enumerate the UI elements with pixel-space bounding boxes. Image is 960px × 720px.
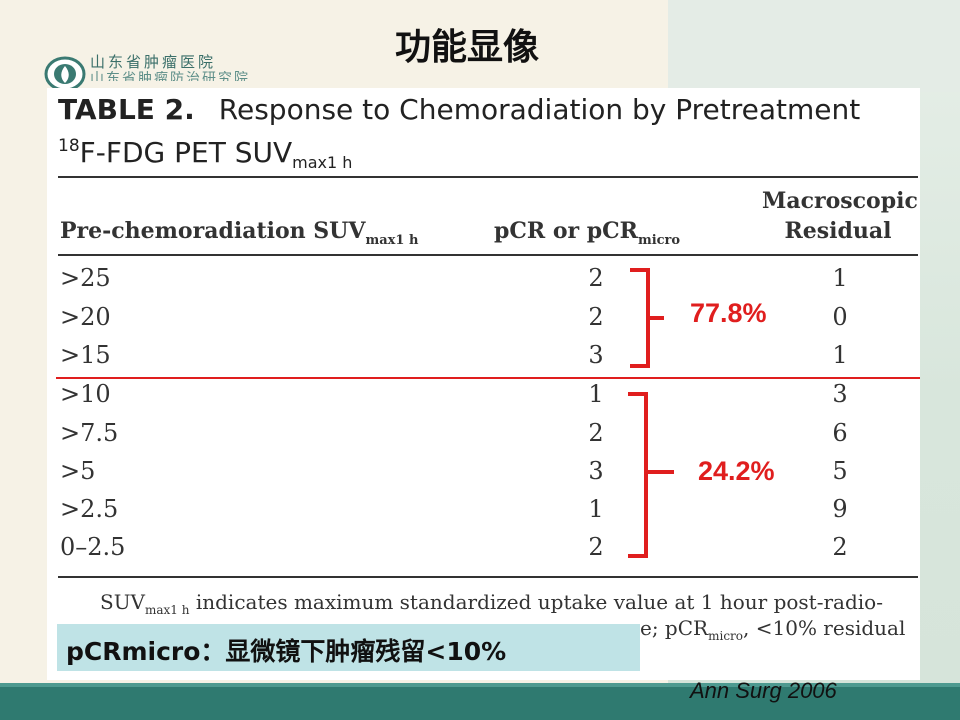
cell-residual: 2 xyxy=(832,533,848,561)
table-bottom-rule xyxy=(58,576,918,578)
cell-residual: 1 xyxy=(832,264,848,292)
header-col2-text: pCR or pCR xyxy=(494,218,638,244)
table-top-rule xyxy=(58,176,918,178)
hospital-name: 山东省肿瘤医院 山东省肿瘤防治研究院 xyxy=(90,53,250,82)
upper-brace-icon xyxy=(630,268,664,368)
hospital-name-line2: 山东省肿瘤防治研究院 xyxy=(90,71,250,81)
header-pcr: pCR or pCRmicro xyxy=(494,218,680,248)
upper-percent-label: 77.8% xyxy=(690,298,767,328)
header-col3-line1: Macroscopic xyxy=(762,188,918,214)
cell-threshold: >2.5 xyxy=(60,495,119,523)
header-col2-sub: micro xyxy=(637,233,681,248)
table-footnote-line2: e; pCRmicro, <10% residual xyxy=(640,616,905,643)
header-pre-chemoradiation: Pre-chemoradiation SUVmax1 h xyxy=(60,218,418,248)
table-row: >2.5 1 9 xyxy=(60,495,918,533)
header-col3-line2: Residual xyxy=(784,218,892,244)
footnote-pcr: e; pCR xyxy=(640,616,709,640)
footnote-pcr-sub: micro xyxy=(708,629,744,643)
table-row: >5 3 5 xyxy=(60,457,918,495)
caption-text-2: F-FDG PET SUV xyxy=(79,136,293,169)
cell-pcr: 2 xyxy=(588,303,604,331)
header-col1-sub: max1 h xyxy=(365,233,419,248)
cell-residual: 0 xyxy=(832,303,848,331)
header-macroscopic-residual: Macroscopic Residual xyxy=(762,186,918,246)
cell-residual: 3 xyxy=(832,380,848,408)
cell-residual: 1 xyxy=(832,341,848,369)
cell-pcr: 3 xyxy=(588,457,604,485)
cell-pcr: 2 xyxy=(588,419,604,447)
cell-pcr: 3 xyxy=(588,341,604,369)
table-row: >25 2 1 xyxy=(60,264,918,302)
cell-threshold: >7.5 xyxy=(60,419,119,447)
cell-pcr: 2 xyxy=(588,533,604,561)
cell-pcr: 2 xyxy=(588,264,604,292)
lower-brace-icon xyxy=(628,392,674,558)
note-box xyxy=(57,624,640,671)
table-footnote: SUVmax1 h indicates maximum standardized… xyxy=(100,588,918,624)
cell-residual: 9 xyxy=(832,495,848,523)
table-label: TABLE 2. xyxy=(58,93,195,126)
cell-threshold: 0–2.5 xyxy=(60,533,126,561)
table-caption: TABLE 2. Response to Chemoradiation by Pr… xyxy=(58,92,860,181)
footnote-suv: SUV xyxy=(100,590,145,614)
cell-residual: 5 xyxy=(832,457,848,485)
table-row: 0–2.5 2 2 xyxy=(60,533,918,571)
caption-line1: TABLE 2. Response to Chemoradiation by Pr… xyxy=(58,92,860,128)
bottom-accent-line xyxy=(0,683,960,687)
table-panel xyxy=(47,88,920,680)
cell-threshold: >5 xyxy=(60,457,96,485)
caption-superscript: 18 xyxy=(58,136,80,156)
slide-title: 功能显像 xyxy=(395,27,540,68)
cell-threshold: >15 xyxy=(60,341,111,369)
table-row: >15 3 1 xyxy=(60,341,918,379)
cell-residual: 6 xyxy=(832,419,848,447)
table-row: >10 1 3 xyxy=(60,380,918,418)
caption-text-1: Response to Chemoradiation by Pretreatme… xyxy=(218,93,861,126)
bottom-strip xyxy=(0,687,960,720)
hospital-name-line1: 山东省肿瘤医院 xyxy=(90,53,217,71)
red-divider-line xyxy=(56,377,920,379)
cell-threshold: >10 xyxy=(60,380,111,408)
background-right-band xyxy=(668,0,960,92)
table-row: >20 2 0 xyxy=(60,303,918,341)
lower-percent-label: 24.2% xyxy=(698,456,775,486)
note-text: pCRmicro：显微镜下肿瘤残留<10% xyxy=(66,637,507,666)
table-header-rule xyxy=(58,254,918,256)
footnote-text-2: , <10% residual xyxy=(743,616,906,640)
cell-threshold: >20 xyxy=(60,303,111,331)
citation: Ann Surg 2006 xyxy=(690,678,837,703)
cell-threshold: >25 xyxy=(60,264,111,292)
caption-subscript: max1 h xyxy=(292,153,353,172)
cell-pcr: 1 xyxy=(588,495,604,523)
cell-pcr: 1 xyxy=(588,380,604,408)
caption-line2: 18F-FDG PET SUVmax1 h xyxy=(58,128,860,181)
header-col1-text: Pre-chemoradiation SUV xyxy=(60,218,366,244)
footnote-suv-sub: max1 h xyxy=(145,603,190,617)
table-row: >7.5 2 6 xyxy=(60,419,918,457)
hospital-logo-icon xyxy=(44,56,86,92)
footnote-text-1: indicates maximum standardized uptake va… xyxy=(189,590,883,614)
